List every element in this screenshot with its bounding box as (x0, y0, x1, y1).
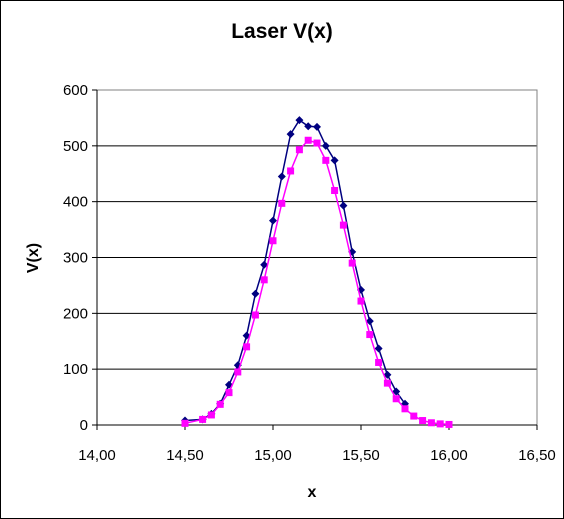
data-point (199, 415, 207, 423)
data-point (392, 387, 401, 396)
data-point (383, 379, 391, 387)
x-tick-label: 14,50 (166, 447, 204, 464)
data-point (427, 419, 435, 427)
x-axis-label: x (308, 484, 317, 501)
data-point (330, 156, 339, 165)
data-point (313, 139, 321, 147)
series-2 (181, 136, 453, 428)
data-point (410, 412, 418, 420)
y-tick-label: 100 (63, 361, 88, 378)
y-tick-label: 400 (63, 194, 88, 211)
data-point (445, 420, 453, 428)
series-layer (181, 116, 453, 428)
y-axis-ticks: 0 100 200 300 400 500 600 (63, 82, 97, 434)
x-tick-label: 16,50 (518, 447, 556, 464)
x-tick-label: 15,00 (254, 447, 292, 464)
data-point (260, 276, 268, 284)
x-tick-label: 14,00 (78, 447, 116, 464)
data-point (295, 146, 303, 154)
data-point (207, 411, 215, 419)
y-axis-label: V(x) (25, 243, 42, 273)
data-point (436, 420, 444, 428)
y-tick-label: 0 (80, 417, 88, 434)
data-point (331, 187, 339, 194)
data-point (304, 122, 313, 131)
data-point (287, 167, 295, 175)
x-tick-label: 16,00 (430, 447, 468, 464)
data-point (313, 122, 321, 131)
y-tick-label: 600 (63, 82, 88, 99)
x-tick-label: 15,50 (342, 447, 380, 464)
x-axis-ticks: 14,00 14,50 15,00 15,50 16,00 16,50 (78, 425, 556, 464)
data-point (339, 201, 348, 210)
data-point (419, 417, 427, 425)
data-point (366, 331, 374, 339)
y-tick-label: 500 (63, 138, 88, 155)
data-point (216, 400, 224, 408)
data-point (251, 289, 260, 298)
data-point (339, 221, 347, 229)
data-point (322, 156, 330, 164)
data-point (243, 343, 251, 351)
data-point (234, 368, 242, 376)
y-tick-label: 300 (63, 250, 88, 267)
data-point (181, 419, 189, 427)
data-point (286, 130, 295, 139)
data-point (278, 199, 286, 207)
data-point (269, 216, 277, 225)
y-tick-label: 200 (63, 305, 88, 322)
data-point (357, 297, 365, 305)
data-point (269, 237, 277, 245)
data-point (304, 136, 312, 144)
data-point (251, 311, 259, 319)
data-point (375, 358, 383, 366)
data-point (348, 259, 356, 267)
chart-title: Laser V(x) (231, 20, 333, 43)
data-point (392, 395, 400, 403)
data-point (295, 116, 304, 125)
data-point (401, 405, 409, 413)
data-point (225, 389, 233, 397)
data-point (365, 317, 374, 326)
data-point (374, 344, 383, 353)
data-point (321, 141, 330, 150)
data-point (260, 260, 269, 269)
data-point (277, 172, 286, 181)
